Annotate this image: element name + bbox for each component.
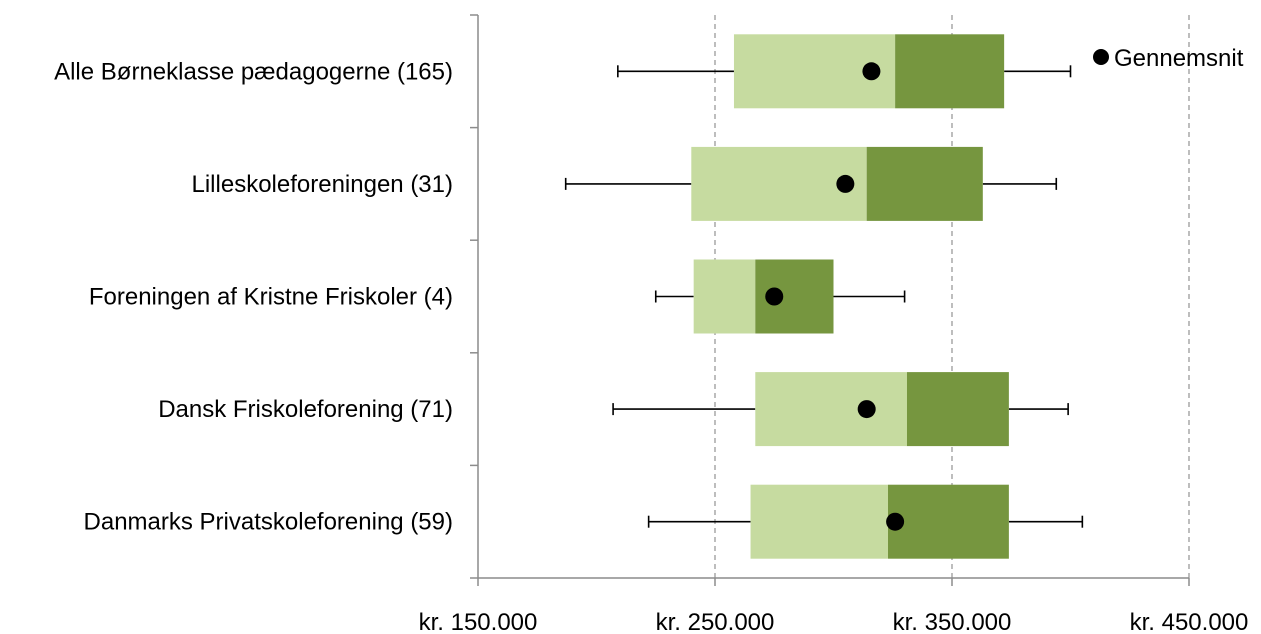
box-upper-quartile bbox=[866, 146, 983, 221]
category-label-4: Danmarks Privatskoleforening (59) bbox=[84, 509, 453, 536]
mean-marker bbox=[886, 512, 905, 531]
mean-marker bbox=[862, 62, 881, 81]
category-label-3: Dansk Friskoleforening (71) bbox=[158, 396, 453, 423]
boxplot-1 bbox=[564, 146, 1058, 221]
legend-label-mean: Gennemsnit bbox=[1114, 45, 1244, 72]
x-tick-label-2: kr. 350.000 bbox=[893, 609, 1012, 634]
category-label-1: Lilleskoleforeningen (31) bbox=[192, 171, 454, 198]
x-tick-label-0: kr. 150.000 bbox=[419, 609, 538, 634]
labels: kr. 150.000 kr. 250.000 kr. 350.000 kr. 450… bbox=[54, 58, 1248, 634]
box-upper-quartile bbox=[906, 372, 1009, 447]
box-upper-quartile bbox=[895, 34, 1005, 109]
boxplot-0 bbox=[617, 34, 1072, 109]
mean-marker bbox=[765, 287, 784, 306]
boxplot-2 bbox=[654, 259, 906, 334]
boxplot-3 bbox=[612, 372, 1069, 447]
category-label-0: Alle Børneklasse pædagogerne (165) bbox=[54, 58, 453, 85]
legend: Gennemsnit bbox=[1093, 45, 1244, 72]
boxplot-4 bbox=[647, 484, 1084, 559]
box-lower-quartile bbox=[750, 484, 889, 559]
category-label-2: Foreningen af Kristne Friskoler (4) bbox=[89, 284, 453, 311]
axes bbox=[470, 14, 1190, 586]
x-tick-label-3: kr. 450.000 bbox=[1130, 609, 1249, 634]
box-lower-quartile bbox=[755, 372, 907, 447]
box-upper-quartile bbox=[888, 484, 1009, 559]
mean-marker bbox=[836, 174, 855, 193]
x-tick-label-1: kr. 250.000 bbox=[656, 609, 775, 634]
boxplots bbox=[564, 34, 1084, 559]
mean-marker bbox=[857, 400, 876, 419]
legend-mean-marker bbox=[1093, 49, 1109, 65]
box-lower-quartile bbox=[693, 259, 756, 334]
